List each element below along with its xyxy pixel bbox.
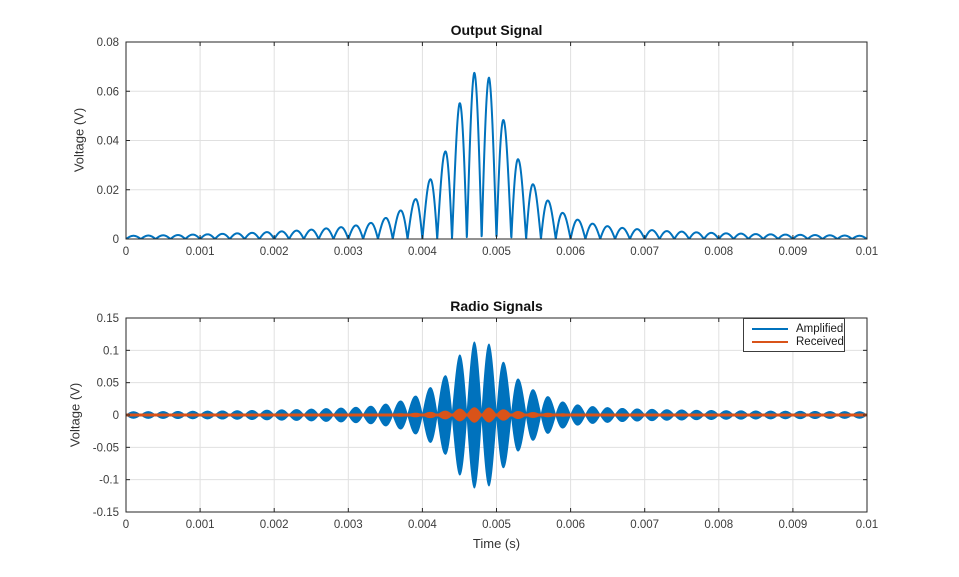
x-tick-label: 0.004 xyxy=(408,246,437,258)
x-tick-label: 0.002 xyxy=(260,519,289,531)
legend[interactable]: Amplified Received xyxy=(743,318,845,352)
x-tick-label: 0.008 xyxy=(704,519,733,531)
x-tick-label: 0.01 xyxy=(856,246,878,258)
y-tick-label: 0 xyxy=(113,234,119,246)
y-tick-label: 0.06 xyxy=(97,86,119,98)
x-tick-label: 0.001 xyxy=(186,246,215,258)
x-tick-label: 0.005 xyxy=(482,519,511,531)
x-tick-label: 0 xyxy=(123,246,129,258)
y-tick-label: 0.15 xyxy=(97,313,119,325)
y-tick-label: -0.1 xyxy=(99,475,119,487)
x-tick-label: 0.007 xyxy=(630,246,659,258)
amplified-line-swatch xyxy=(752,327,788,330)
x-tick-label: 0.003 xyxy=(334,246,363,258)
output-y-axis-label: Voltage (V) xyxy=(71,107,87,173)
x-tick-label: 0.009 xyxy=(779,246,808,258)
y-tick-label: 0.02 xyxy=(97,185,119,197)
radio-signals-title: Radio Signals xyxy=(450,298,543,314)
radio-y-axis-label: Voltage (V) xyxy=(67,382,83,448)
received-line-swatch xyxy=(752,340,788,343)
y-tick-label: 0.04 xyxy=(97,136,120,148)
x-tick-label: 0.01 xyxy=(856,519,878,531)
y-tick-label: 0 xyxy=(113,410,119,422)
series-received xyxy=(126,407,867,423)
x-tick-label: 0.003 xyxy=(334,519,363,531)
x-tick-label: 0.004 xyxy=(408,519,437,531)
x-tick-label: 0.009 xyxy=(779,519,808,531)
x-tick-label: 0.008 xyxy=(704,246,733,258)
y-tick-label: 0.1 xyxy=(103,345,119,357)
y-tick-label: 0.05 xyxy=(97,378,119,390)
time-x-axis-label: Time (s) xyxy=(472,536,521,551)
y-tick-label: -0.15 xyxy=(93,507,119,519)
y-tick-label: -0.05 xyxy=(93,442,119,454)
x-tick-label: 0.002 xyxy=(260,246,289,258)
x-tick-label: 0.006 xyxy=(556,519,585,531)
output-signal-title: Output Signal xyxy=(450,22,543,38)
y-tick-label: 0.08 xyxy=(97,37,119,49)
legend-row-amplified: Amplified xyxy=(744,322,844,335)
legend-label-received: Received xyxy=(796,335,844,348)
x-tick-label: 0.005 xyxy=(482,246,511,258)
legend-row-received: Received xyxy=(744,335,844,348)
x-tick-label: 0.001 xyxy=(186,519,215,531)
x-tick-label: 0.007 xyxy=(630,519,659,531)
x-tick-label: 0 xyxy=(123,519,129,531)
x-tick-label: 0.006 xyxy=(556,246,585,258)
legend-label-amplified: Amplified xyxy=(796,322,844,335)
